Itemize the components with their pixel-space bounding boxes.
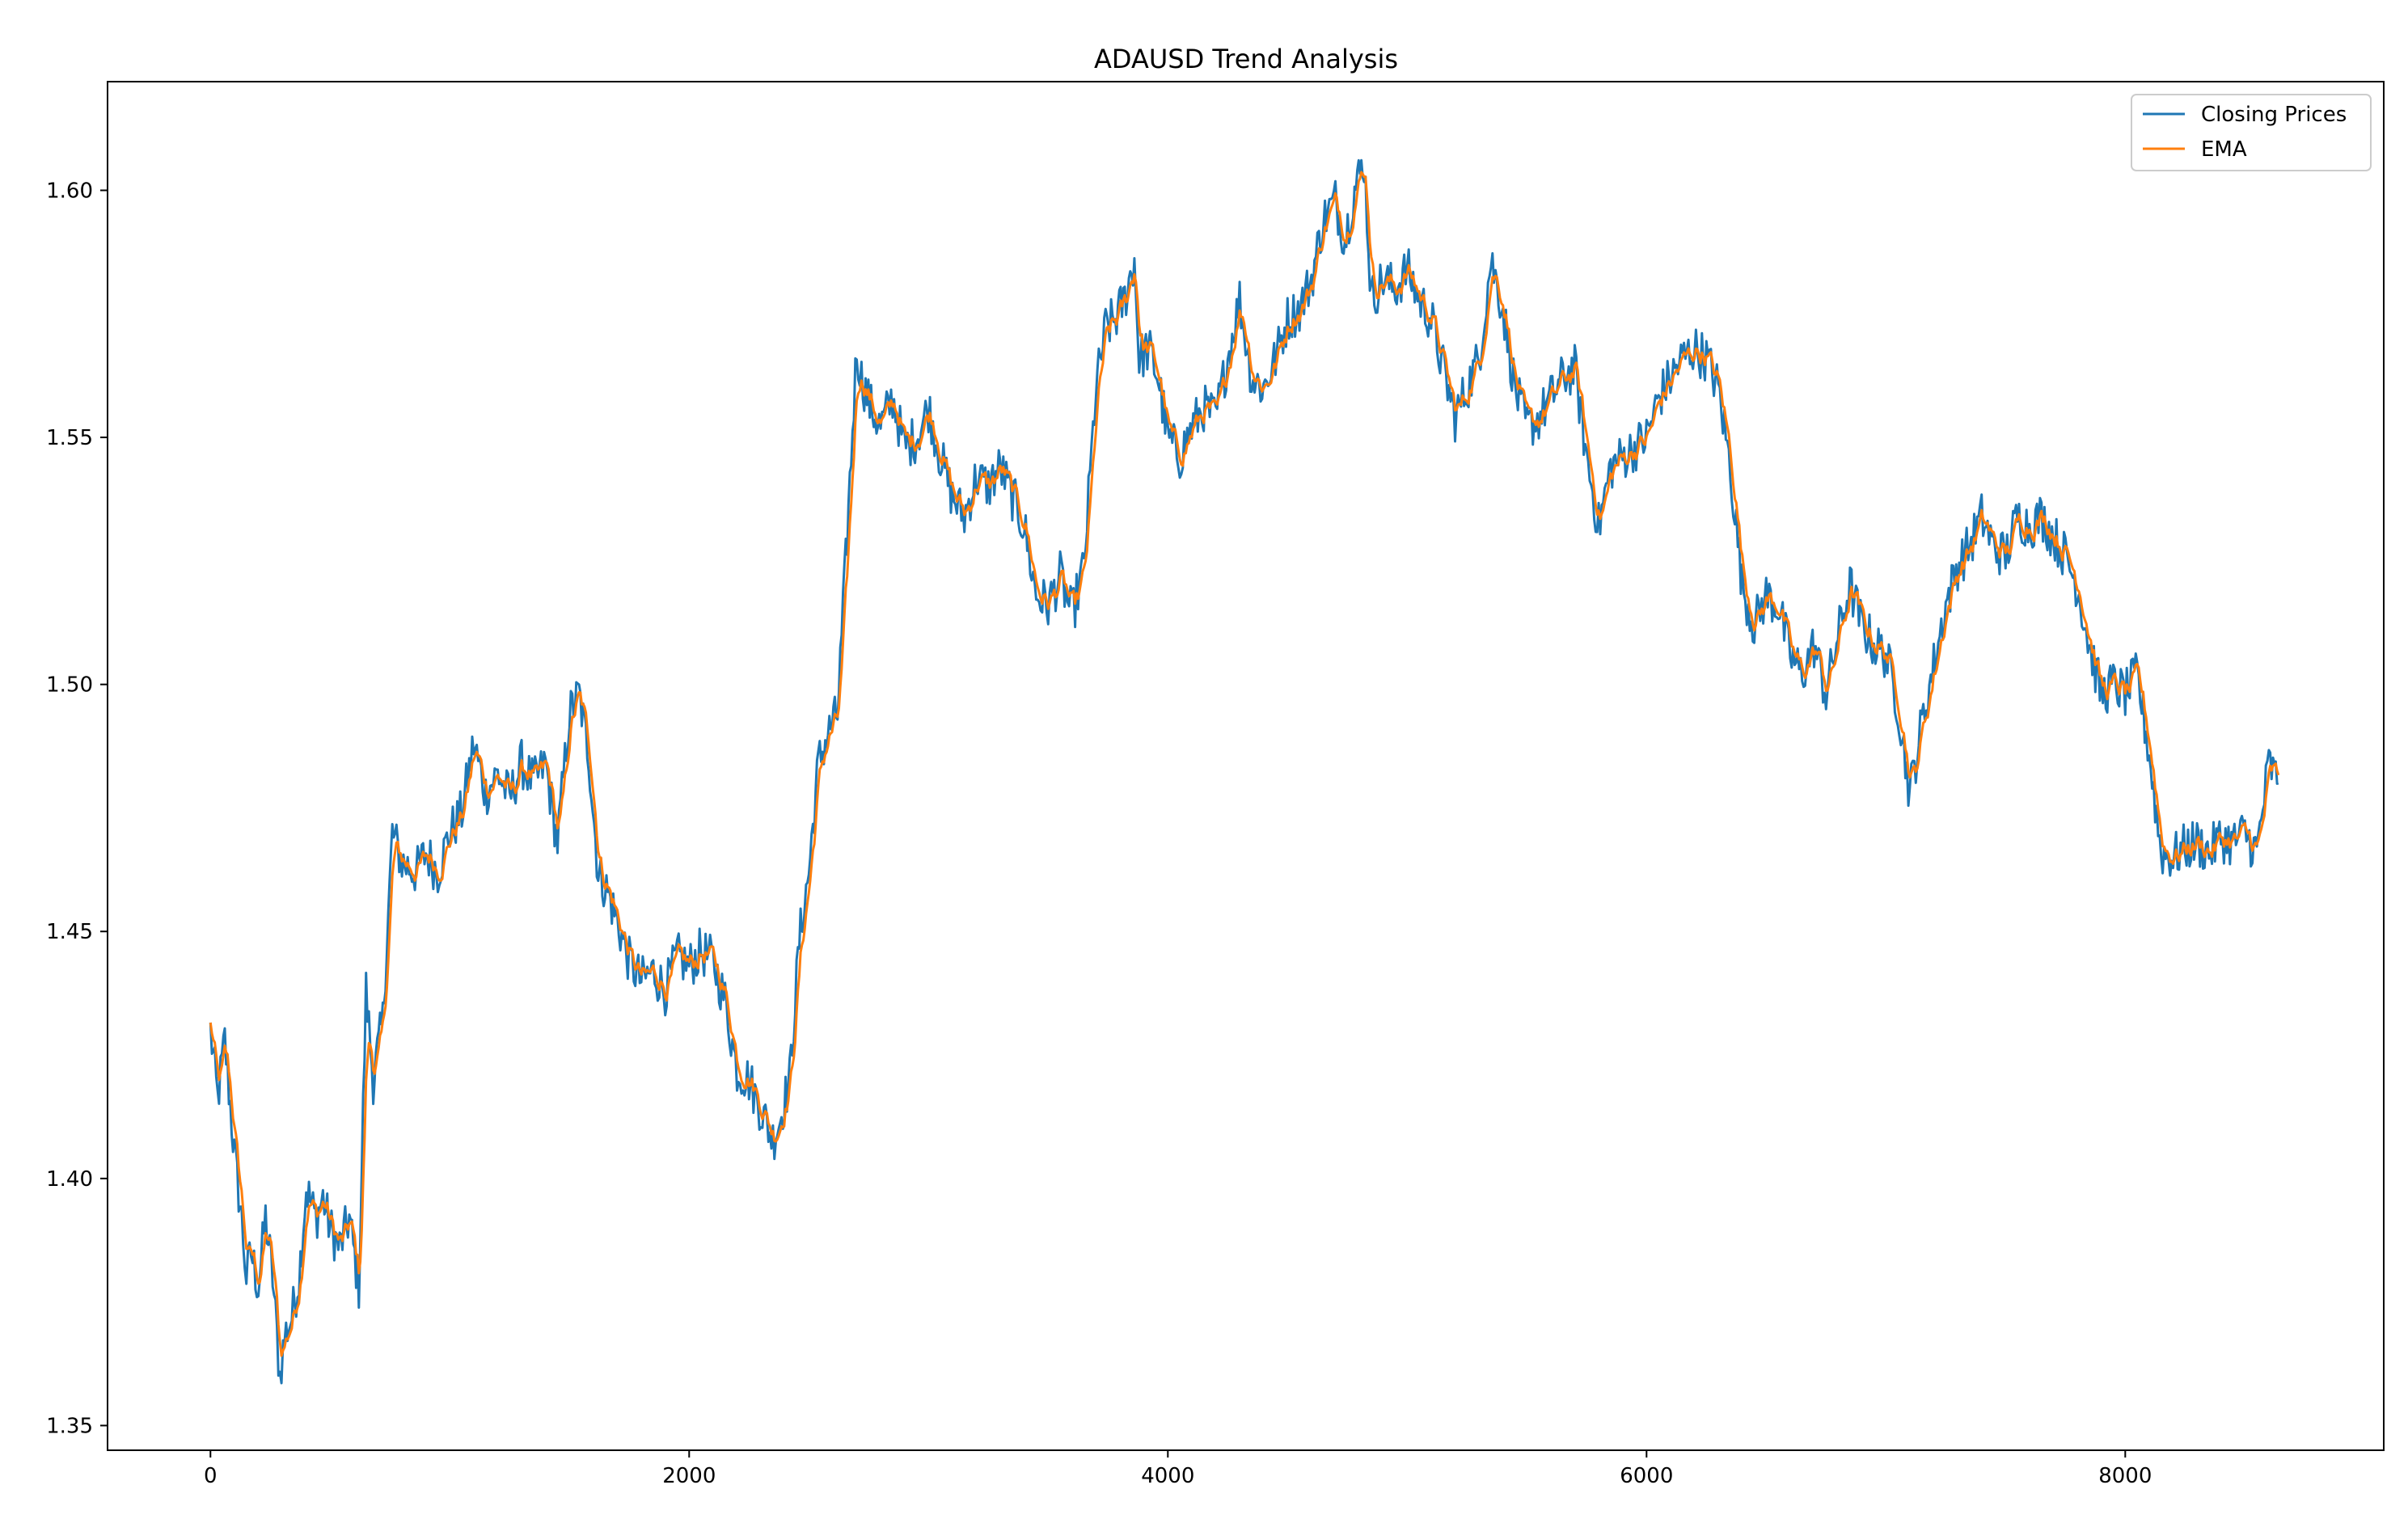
y-tick-label: 1.45 <box>46 920 93 944</box>
legend-label-closing-prices: Closing Prices <box>2201 103 2347 127</box>
legend-box <box>2131 94 2372 171</box>
x-tick-label: 8000 <box>2098 1464 2152 1488</box>
x-axis: 0 2000 4000 6000 8000 <box>204 1450 2152 1488</box>
legend: Closing Prices EMA <box>2131 94 2372 171</box>
x-tick-label: 2000 <box>662 1464 716 1488</box>
y-tick-label: 1.60 <box>46 179 93 203</box>
y-tick-label: 1.55 <box>46 426 93 450</box>
legend-label-ema: EMA <box>2201 137 2247 162</box>
plot-area-frame <box>107 81 2385 1451</box>
y-axis: 1.35 1.40 1.45 1.50 1.55 1.60 <box>46 179 108 1438</box>
y-tick-label: 1.35 <box>46 1414 93 1438</box>
y-tick-label: 1.40 <box>46 1167 93 1192</box>
y-tick-label: 1.50 <box>46 673 93 698</box>
x-tick-label: 6000 <box>1620 1464 1673 1488</box>
x-tick-label: 4000 <box>1141 1464 1194 1488</box>
x-tick-label: 0 <box>204 1464 218 1488</box>
series-line-ema <box>209 171 2280 1357</box>
chart-title: ADAUSD Trend Analysis <box>1094 44 1398 74</box>
